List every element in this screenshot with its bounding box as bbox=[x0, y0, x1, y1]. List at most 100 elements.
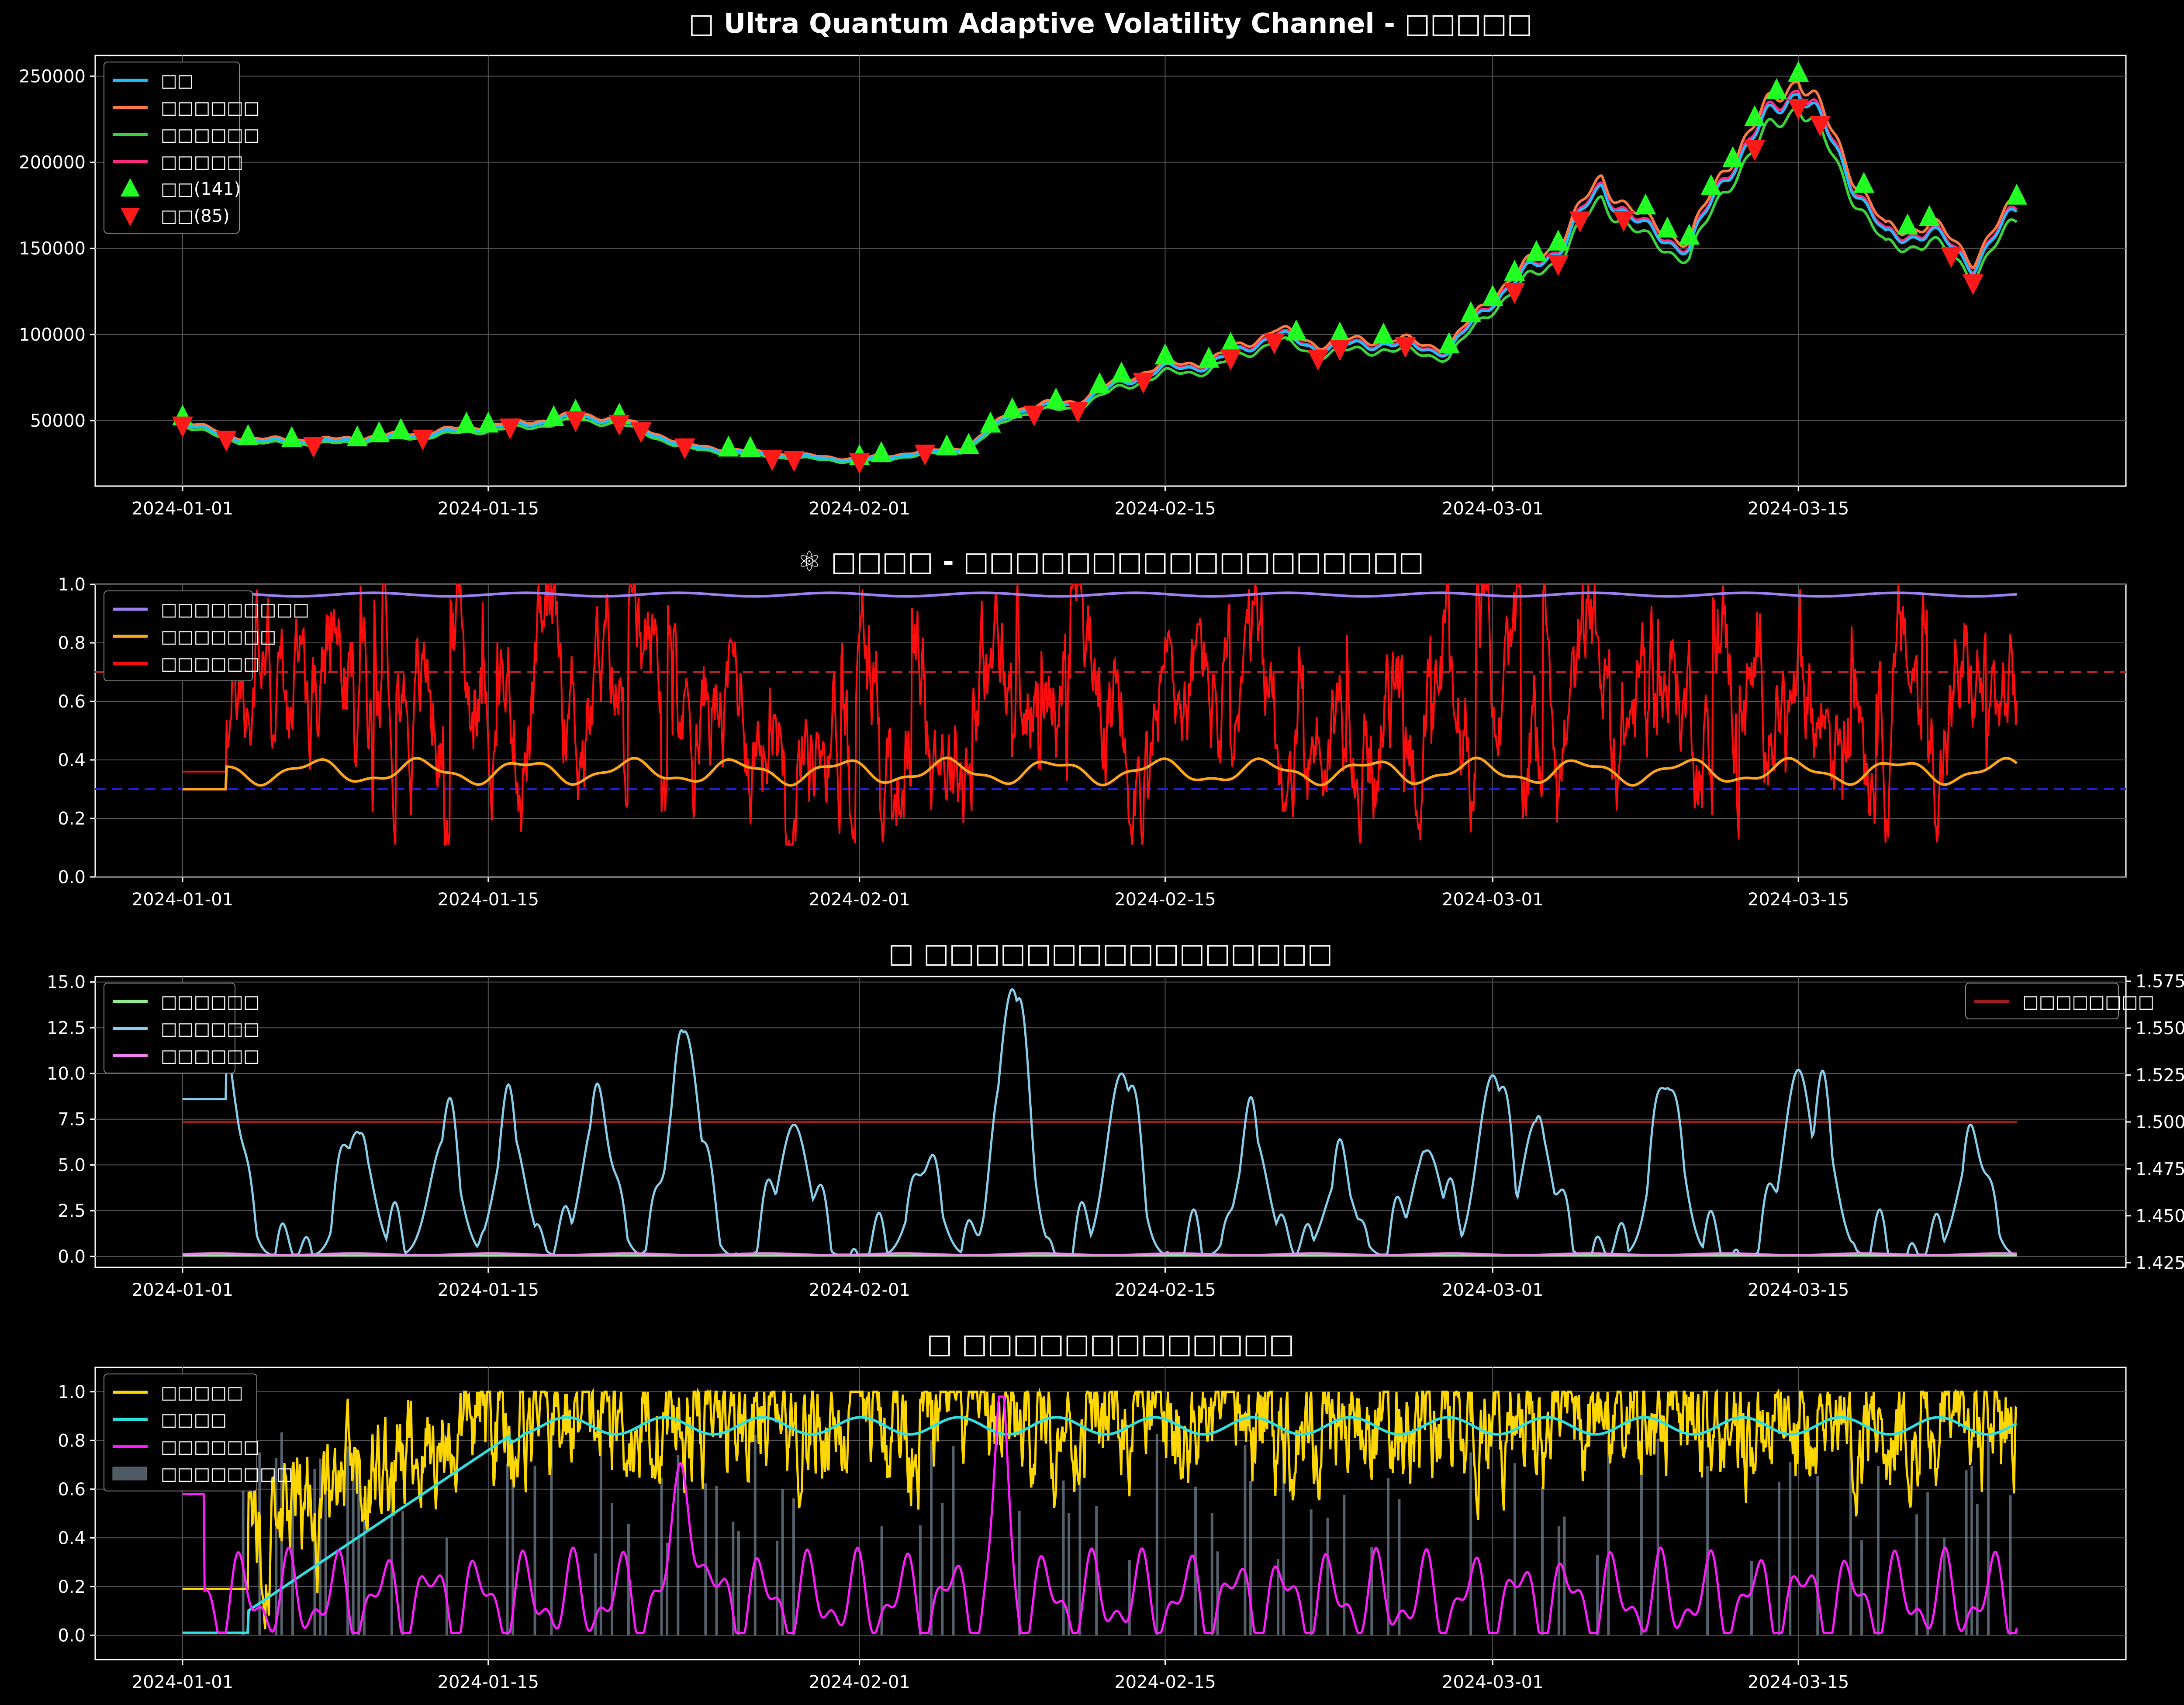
y-tick-label: 12.5 bbox=[47, 1018, 86, 1038]
y2-tick-label: 1.550 bbox=[2136, 1018, 2184, 1039]
x-tick-label: 2024-01-01 bbox=[132, 1672, 233, 1692]
y-tick-label: 15.0 bbox=[47, 973, 86, 993]
bar-mark bbox=[1750, 1561, 1753, 1636]
sell-marker bbox=[1395, 337, 1416, 358]
sell-marker bbox=[1133, 373, 1154, 394]
buy-marker bbox=[2006, 183, 2028, 205]
bar-mark bbox=[1514, 1463, 1517, 1636]
y-tick-label: 2.5 bbox=[58, 1201, 86, 1221]
y-tick-label: 0.2 bbox=[58, 1577, 86, 1597]
series-line bbox=[183, 988, 2017, 1256]
x-tick-label: 2024-01-15 bbox=[438, 499, 539, 519]
panel-title: □ □□□□□□□□□□□□□□□□ bbox=[888, 937, 1333, 969]
y-tick-label: 7.5 bbox=[58, 1110, 86, 1130]
buy-marker bbox=[1373, 322, 1394, 344]
bar-mark bbox=[1706, 1466, 1709, 1636]
buy-marker bbox=[1460, 301, 1482, 322]
y-tick-label: 50000 bbox=[30, 411, 86, 431]
buy-marker bbox=[1198, 346, 1220, 368]
sell-marker bbox=[1023, 405, 1045, 427]
bar-mark bbox=[1387, 1478, 1390, 1636]
sell-marker bbox=[303, 437, 324, 458]
panel-title: ⚛ □□□□ - □□□□□□□□□□□□□□□□□□ bbox=[797, 545, 1424, 577]
legend-label: □□□□□□ bbox=[161, 1019, 260, 1039]
bar-mark bbox=[533, 1466, 536, 1636]
bar-mark bbox=[324, 1451, 327, 1636]
legend-label: □□□□□□ bbox=[161, 992, 260, 1012]
x-tick-label: 2024-02-15 bbox=[1114, 499, 1216, 519]
y-tick-label: 0.6 bbox=[58, 692, 86, 712]
legend-label: □□□□□□ bbox=[161, 98, 260, 118]
sell-marker bbox=[565, 411, 586, 432]
legend-box bbox=[104, 590, 253, 681]
bar-mark bbox=[1849, 1435, 1852, 1636]
bar-mark bbox=[1816, 1476, 1819, 1636]
bar-mark bbox=[1216, 1551, 1219, 1636]
bar-mark bbox=[550, 1434, 553, 1636]
bar-mark bbox=[511, 1476, 515, 1636]
bar-mark bbox=[1987, 1435, 1990, 1636]
bar-mark bbox=[506, 1463, 509, 1636]
bar-mark bbox=[1155, 1434, 1158, 1636]
bar-mark bbox=[737, 1531, 740, 1636]
y2-tick-label: 1.500 bbox=[2136, 1112, 2184, 1132]
bar-mark bbox=[1915, 1514, 1918, 1636]
bar-mark bbox=[313, 1469, 316, 1636]
sell-marker bbox=[1810, 115, 1831, 137]
bar-mark bbox=[242, 1488, 245, 1636]
panel-3: □ □□□□□□□□□□□□□□□□ 2024-01-01 2024-01-15 20… bbox=[47, 937, 2184, 1300]
buy-marker bbox=[1002, 397, 1023, 418]
legend-label: □□(141) bbox=[161, 179, 241, 199]
x-tick-label: 2024-02-01 bbox=[809, 890, 910, 910]
y-tick-label: 0.4 bbox=[58, 1528, 86, 1548]
bar-mark bbox=[732, 1522, 735, 1636]
legend-box bbox=[104, 1374, 257, 1491]
sell-marker bbox=[1329, 340, 1351, 361]
bar-mark bbox=[1244, 1445, 1247, 1636]
buy-marker bbox=[1438, 332, 1460, 353]
buy-marker bbox=[718, 435, 739, 457]
x-tick-label: 2024-01-15 bbox=[438, 1672, 539, 1692]
buy-marker bbox=[1788, 61, 1809, 82]
bar-mark bbox=[390, 1464, 393, 1636]
bar-mark bbox=[1970, 1466, 1973, 1636]
bar-mark bbox=[357, 1461, 360, 1636]
buy-marker bbox=[936, 434, 957, 456]
bar-mark bbox=[1343, 1494, 1346, 1636]
x-tick-label: 2024-02-15 bbox=[1114, 1672, 1216, 1692]
series-line bbox=[183, 1387, 2018, 1629]
series-line bbox=[183, 756, 2018, 790]
legend-label: □□□□□□□□ bbox=[2022, 992, 2154, 1012]
buy-marker bbox=[390, 418, 411, 439]
bar-mark bbox=[952, 1446, 955, 1636]
legend-label: □□□□ bbox=[161, 1410, 227, 1430]
sell-marker bbox=[608, 414, 630, 436]
buy-marker bbox=[980, 411, 1001, 433]
bar-mark bbox=[1596, 1555, 1599, 1636]
buy-marker bbox=[871, 441, 892, 462]
sell-marker bbox=[412, 429, 433, 451]
buy-marker bbox=[1657, 216, 1678, 238]
bar-mark bbox=[1860, 1540, 1863, 1636]
bar-mark bbox=[1557, 1526, 1560, 1636]
bar-mark bbox=[677, 1454, 680, 1636]
bar-mark bbox=[611, 1503, 614, 1636]
buy-marker bbox=[1329, 321, 1351, 343]
bar-mark bbox=[1607, 1435, 1610, 1636]
bar-mark bbox=[781, 1489, 784, 1636]
y2-tick-label: 1.425 bbox=[2136, 1253, 2184, 1273]
bar-mark bbox=[1068, 1513, 1071, 1636]
bar-mark bbox=[346, 1446, 349, 1636]
legend-label: □□ bbox=[161, 71, 194, 91]
bar-mark bbox=[1876, 1466, 1880, 1636]
x-tick-label: 2024-03-01 bbox=[1442, 1280, 1543, 1300]
buy-marker bbox=[1766, 78, 1787, 100]
buy-marker bbox=[1504, 259, 1525, 281]
y-tick-label: 0.0 bbox=[58, 1247, 86, 1267]
bar-mark bbox=[1965, 1470, 1968, 1636]
panel-1: □ Ultra Quantum Adaptive Volatility Chan… bbox=[19, 7, 2127, 519]
bar-mark bbox=[599, 1435, 602, 1636]
bar-mark bbox=[1777, 1482, 1780, 1636]
sell-marker bbox=[1307, 349, 1329, 371]
